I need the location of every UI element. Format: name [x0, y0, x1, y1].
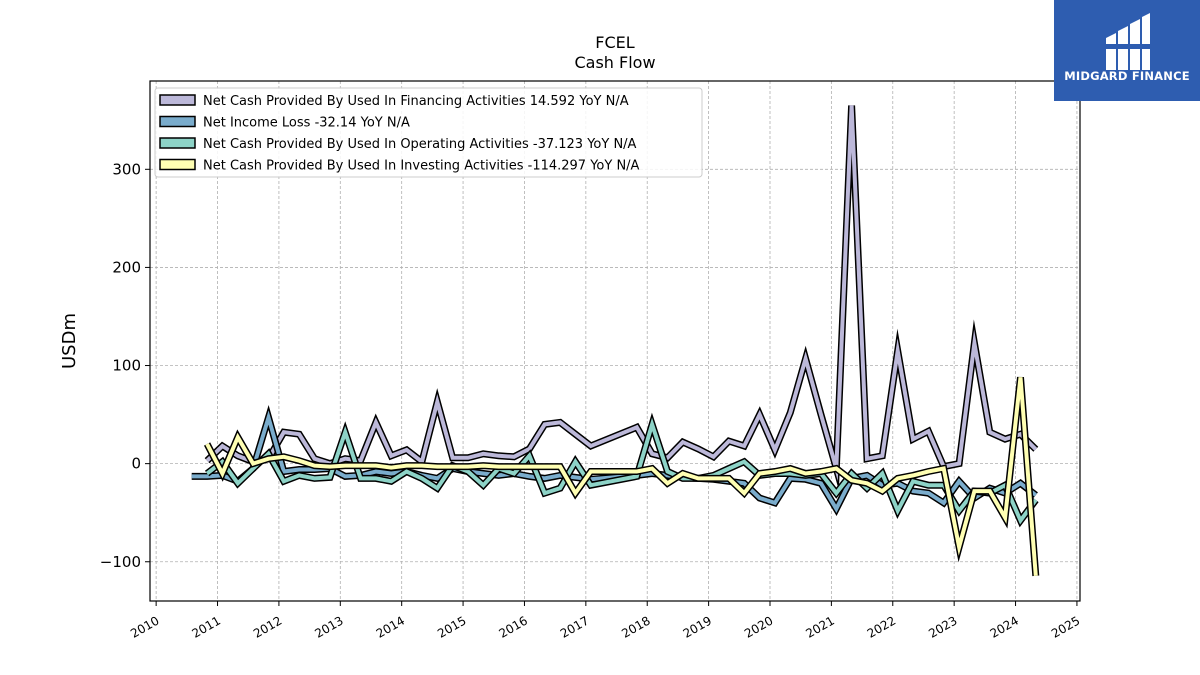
x-axis: 2010 2011 2012 2013 2014 2015 2016 2017 2018 2019… [128, 601, 1082, 641]
x-tick-label: 2023 [926, 613, 959, 640]
legend-entry: Net Cash Provided By Used In Operating A… [203, 137, 637, 152]
series-stroke [205, 105, 1038, 482]
series-line-3 [204, 412, 1039, 528]
series-line-1 [204, 105, 1039, 491]
x-tick-label: 2018 [619, 613, 652, 640]
legend-swatch [159, 137, 196, 149]
legend-entry: Net Income Loss -32.14 YoY N/A [203, 116, 410, 131]
x-tick-label: 2024 [988, 613, 1021, 640]
series-line-4 [203, 376, 1040, 577]
x-tick-label: 2022 [865, 613, 898, 640]
x-tick-label: 2021 [803, 613, 836, 640]
plot-frame [149, 80, 1081, 602]
chart-title: FCEL [595, 33, 634, 52]
brand-name: MIDGARD FINANCE [1064, 69, 1190, 83]
y-tick-label: 100 [112, 357, 141, 375]
y-tick-label: 200 [112, 258, 141, 276]
legend-entry: Net Cash Provided By Used In Financing A… [203, 94, 629, 109]
x-tick-label: 2019 [681, 613, 714, 640]
y-tick-label: 300 [112, 160, 141, 178]
y-axis: −100 0 100 200 300 [100, 160, 150, 571]
legend-box [154, 87, 703, 178]
y-tick-label: 0 [131, 455, 141, 473]
chart-subtitle: Cash Flow [574, 53, 655, 72]
series-stroke [205, 377, 1038, 576]
x-tick-label: 2010 [128, 613, 161, 640]
legend-swatch [159, 115, 196, 128]
brand-logo: MIDGARD FINANCE [1054, 0, 1200, 101]
series-layer [191, 105, 1040, 577]
midgard-logo-icon [1106, 13, 1150, 70]
legend-entry: Net Cash Provided By Used In Investing A… [203, 159, 640, 174]
x-tick-label: 2017 [558, 613, 591, 640]
series-stroke [205, 417, 1038, 525]
x-tick-label: 2020 [742, 613, 775, 640]
legend-swatch [159, 94, 196, 106]
x-tick-label: 2014 [374, 613, 407, 640]
x-tick-label: 2015 [435, 613, 468, 640]
x-tick-label: 2012 [251, 613, 284, 640]
x-tick-label: 2016 [497, 613, 530, 640]
legend-swatch [159, 158, 196, 171]
x-tick-label: 2025 [1049, 613, 1082, 640]
y-axis-label: USDm [59, 313, 80, 369]
x-tick-label: 2013 [312, 613, 345, 640]
x-tick-label: 2011 [190, 613, 223, 640]
legend: Net Cash Provided By Used In Financing A… [154, 87, 703, 178]
y-tick-label: −100 [100, 553, 141, 571]
